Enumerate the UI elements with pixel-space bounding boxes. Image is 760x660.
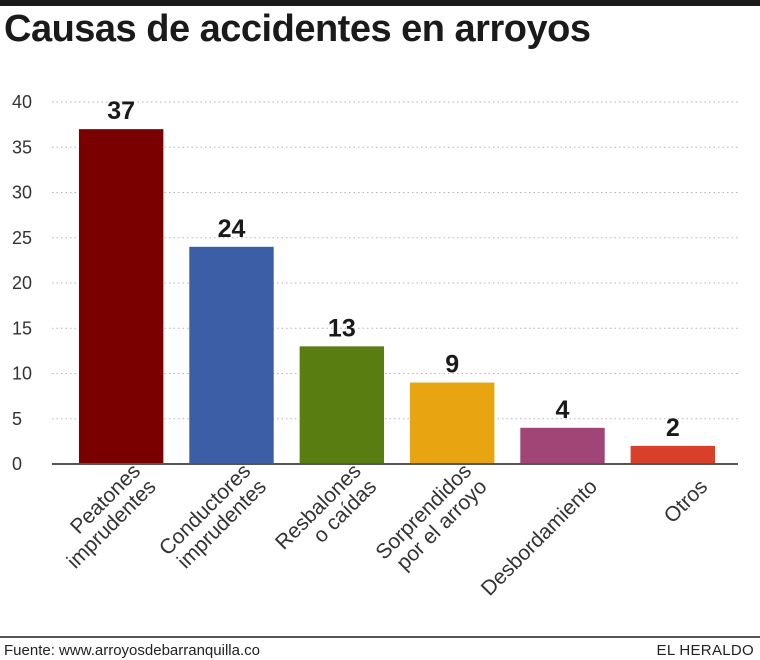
y-tick-label: 0 [12, 454, 22, 474]
bars [78, 129, 716, 464]
x-tick-label-line: Desbordamiento [477, 475, 602, 600]
bar [520, 427, 605, 464]
footer-brand: EL HERALDO [656, 642, 754, 659]
x-axis-category-labels: PeatonesimprudentesConductoresimprudente… [63, 460, 713, 601]
bar [299, 346, 385, 464]
footer-rule [0, 636, 760, 638]
grid-lines [52, 101, 738, 420]
footer-source: Fuente: www.arroyosdebarranquilla.co [4, 642, 260, 659]
x-tick-label-line: Otros [660, 475, 713, 528]
chart-title: Causas de accidentes en arroyos [4, 8, 591, 50]
y-axis-tick-labels: 0 5 10 15 20 25 30 35 40 [12, 92, 32, 474]
bar [630, 445, 716, 464]
bar [78, 129, 164, 464]
data-labels: 37 24 13 9 4 2 [107, 97, 680, 442]
bar-chart: 0 5 10 15 20 25 30 35 40 37 24 13 9 4 2 Peatonesimpru… [12, 92, 738, 601]
data-label: 13 [328, 314, 356, 342]
y-tick-label: 25 [12, 228, 32, 248]
y-tick-label: 5 [12, 409, 22, 429]
data-label: 24 [218, 215, 246, 243]
y-tick-label: 30 [12, 183, 32, 203]
data-label: 2 [666, 414, 680, 442]
x-tick-label: Desbordamiento [477, 475, 602, 600]
bar [409, 382, 495, 464]
x-tick-label: Otros [660, 475, 713, 528]
y-tick-label: 15 [12, 318, 32, 338]
y-tick-label: 20 [12, 273, 32, 293]
y-tick-label: 40 [12, 92, 32, 112]
data-label: 37 [107, 97, 135, 125]
y-tick-label: 35 [12, 137, 32, 157]
bar [189, 246, 274, 464]
data-label: 4 [556, 396, 570, 424]
y-tick-label: 10 [12, 364, 32, 384]
data-label: 9 [445, 351, 459, 379]
top-rule [0, 0, 760, 6]
